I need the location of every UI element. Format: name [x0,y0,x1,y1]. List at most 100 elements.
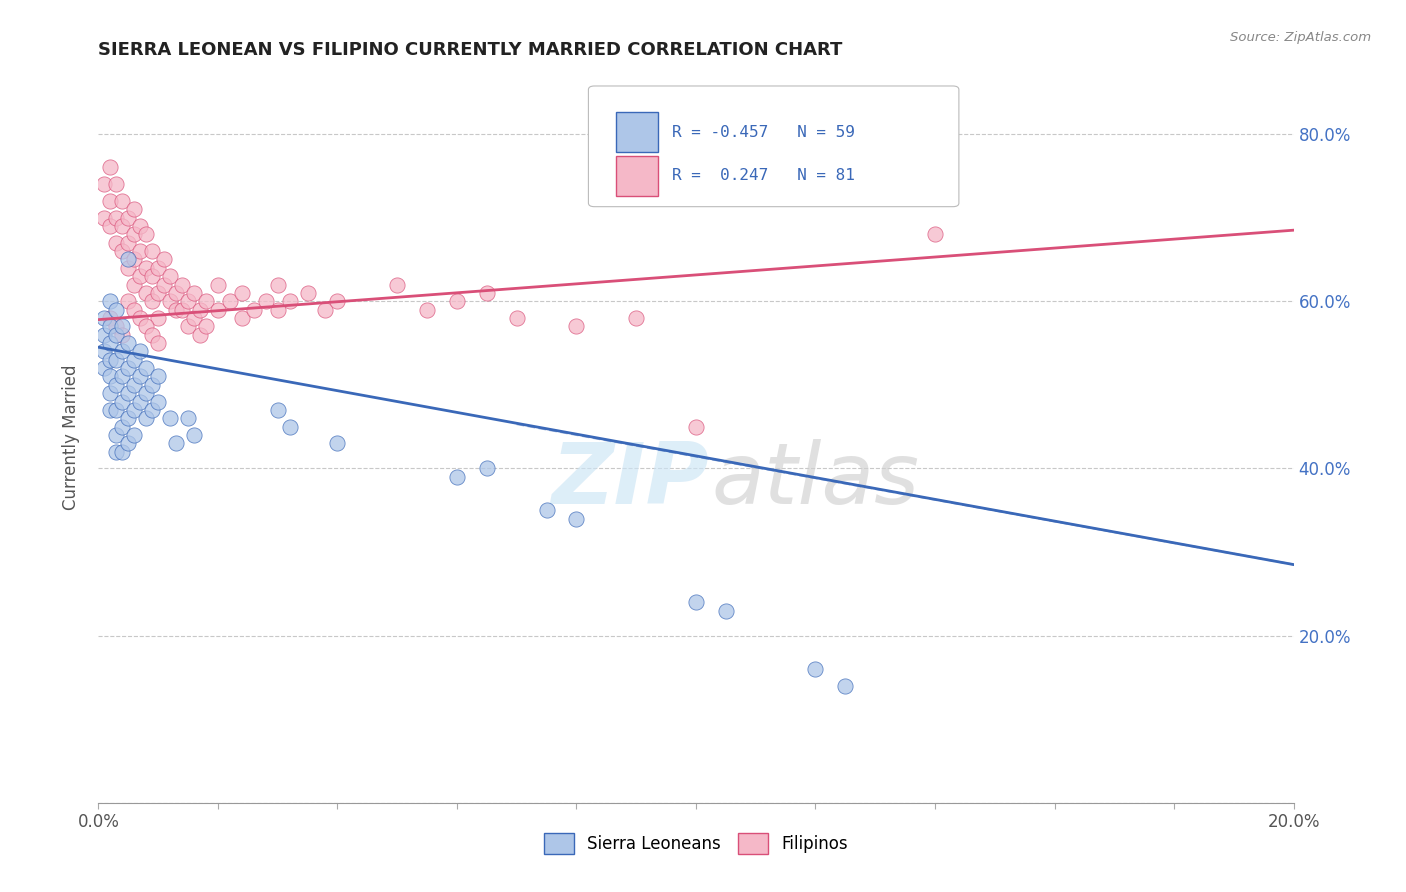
Point [219,294,242,309]
Point [111,194,134,208]
Point [278,419,301,434]
Point [141,403,163,417]
Point [278,294,301,309]
Point [565,511,588,525]
Point [159,411,181,425]
Point [924,227,946,242]
Point [159,294,181,309]
Point [626,310,648,325]
Point [124,352,146,367]
Point [135,260,157,275]
Point [153,277,176,292]
Point [315,302,337,317]
Point [475,285,498,300]
Text: SIERRA LEONEAN VS FILIPINO CURRENTLY MARRIED CORRELATION CHART: SIERRA LEONEAN VS FILIPINO CURRENTLY MAR… [98,41,842,59]
Point [117,260,139,275]
Point [177,411,200,425]
Point [129,394,152,409]
Point [195,319,218,334]
Point [165,285,187,300]
Point [117,386,139,401]
Point [93,178,115,192]
Point [105,444,128,458]
Point [565,319,588,334]
Point [98,310,122,325]
Point [93,211,115,225]
Point [111,219,134,233]
Point [165,302,187,317]
Point [93,344,115,359]
Point [243,302,266,317]
Point [93,310,115,325]
Text: R =  0.247   N = 81: R = 0.247 N = 81 [672,169,855,184]
Point [207,302,229,317]
Point [685,419,707,434]
Point [148,369,170,384]
Text: R = -0.457   N = 59: R = -0.457 N = 59 [672,125,855,139]
Point [172,302,194,317]
Text: ZIP: ZIP [551,440,709,523]
Point [135,227,157,242]
Point [105,403,128,417]
Point [98,386,122,401]
Point [141,244,163,258]
Point [98,319,122,334]
Point [111,319,134,334]
Point [93,327,115,342]
Point [129,269,152,284]
Point [98,161,122,175]
Point [105,178,128,192]
Point [195,294,218,309]
Point [159,269,181,284]
Point [124,302,146,317]
Point [804,662,827,676]
Point [129,219,152,233]
Point [98,403,122,417]
Point [177,319,200,334]
Point [124,403,146,417]
FancyBboxPatch shape [589,86,959,207]
Point [129,310,152,325]
Point [148,336,170,351]
Point [148,310,170,325]
Point [105,302,128,317]
Point [117,235,139,250]
Point [183,285,205,300]
Point [124,428,146,442]
Point [267,277,290,292]
Point [124,202,146,217]
FancyBboxPatch shape [616,156,658,196]
FancyBboxPatch shape [616,112,658,153]
Point [124,227,146,242]
Point [148,394,170,409]
Point [685,595,707,609]
Point [105,319,128,334]
Point [326,436,349,450]
Point [135,386,157,401]
Point [135,411,157,425]
Point [188,302,211,317]
Point [135,285,157,300]
Point [117,436,139,450]
Point [105,352,128,367]
Point [297,285,319,300]
Point [475,461,498,475]
Point [172,277,194,292]
Point [105,235,128,250]
Point [117,252,139,267]
Point [141,377,163,392]
Point [141,327,163,342]
Point [231,310,253,325]
Point [124,377,146,392]
Point [446,470,468,484]
Point [148,285,170,300]
Point [536,503,558,517]
Point [111,394,134,409]
Point [105,428,128,442]
Point [117,336,139,351]
Point [834,679,856,693]
Point [141,294,163,309]
Point [117,294,139,309]
Point [129,244,152,258]
Point [117,211,139,225]
